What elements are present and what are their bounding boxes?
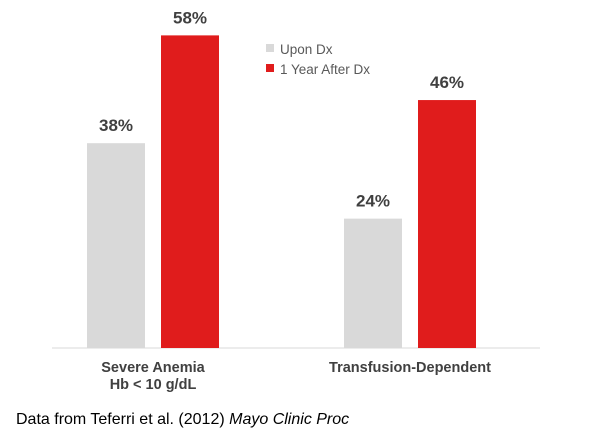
legend-swatch-0 — [266, 44, 274, 52]
legend-label-0: Upon Dx — [280, 42, 333, 57]
legend-label-1: 1 Year After Dx — [280, 62, 370, 77]
category-label-1-line-0: Transfusion-Dependent — [329, 360, 491, 376]
data-label-1-0: 58% — [173, 8, 207, 27]
data-label-0-1: 24% — [356, 192, 390, 211]
data-label-0-0: 38% — [99, 116, 133, 135]
legend-swatch-1 — [266, 64, 274, 72]
bars-group: 38% 58% 24% 46% — [87, 8, 476, 348]
legend: Upon Dx 1 Year After Dx — [266, 42, 370, 77]
source-note: Data from Teferri et al. (2012) Mayo Cli… — [16, 411, 349, 429]
bar-upon-dx-0 — [87, 143, 145, 348]
bar-upon-dx-1 — [344, 218, 402, 348]
bar-one-year-after-dx-1 — [418, 100, 476, 348]
bar-one-year-after-dx-0 — [161, 35, 219, 348]
source-text: Data from Teferri et al. (2012) — [16, 411, 230, 428]
data-label-1-1: 46% — [430, 73, 464, 92]
category-label-0-line-0: Severe Anemia — [101, 360, 205, 376]
source-journal: Mayo Clinic Proc — [229, 411, 350, 428]
category-label-0-line-1: Hb < 10 g/dL — [110, 377, 197, 393]
